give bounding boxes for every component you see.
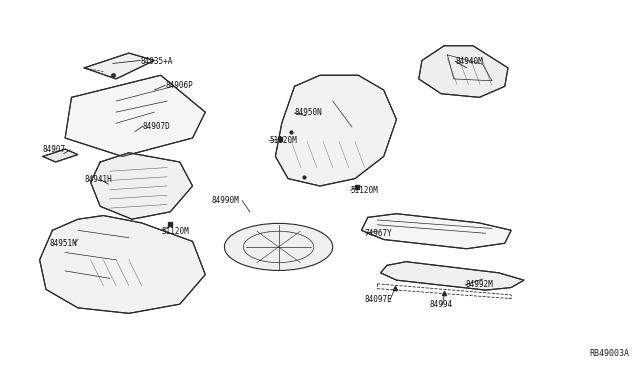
Polygon shape [91, 153, 193, 219]
Text: 84906P: 84906P [166, 81, 193, 90]
Text: 84990M: 84990M [212, 196, 239, 205]
Polygon shape [84, 53, 154, 79]
Text: 84907D: 84907D [143, 122, 171, 131]
Polygon shape [381, 262, 524, 290]
Text: 51120M: 51120M [162, 227, 189, 235]
Polygon shape [362, 214, 511, 249]
Polygon shape [275, 75, 396, 186]
Text: 51120M: 51120M [269, 137, 297, 145]
Text: 84935+A: 84935+A [140, 57, 173, 66]
Text: 84951N: 84951N [49, 239, 77, 248]
Text: RB49003A: RB49003A [589, 349, 629, 358]
Polygon shape [43, 149, 78, 162]
Text: 84097E: 84097E [365, 295, 392, 304]
Text: 74967Y: 74967Y [365, 229, 392, 238]
Polygon shape [40, 215, 205, 313]
Polygon shape [65, 75, 205, 157]
Polygon shape [419, 46, 508, 97]
Text: 84994: 84994 [429, 300, 452, 310]
Text: 84941H: 84941H [84, 175, 112, 184]
Text: 84992M: 84992M [465, 280, 493, 289]
Ellipse shape [225, 223, 333, 270]
Text: 84950N: 84950N [294, 108, 323, 118]
Text: 51120M: 51120M [351, 186, 378, 195]
Text: 84907: 84907 [43, 145, 66, 154]
Text: 84940M: 84940M [455, 57, 483, 66]
